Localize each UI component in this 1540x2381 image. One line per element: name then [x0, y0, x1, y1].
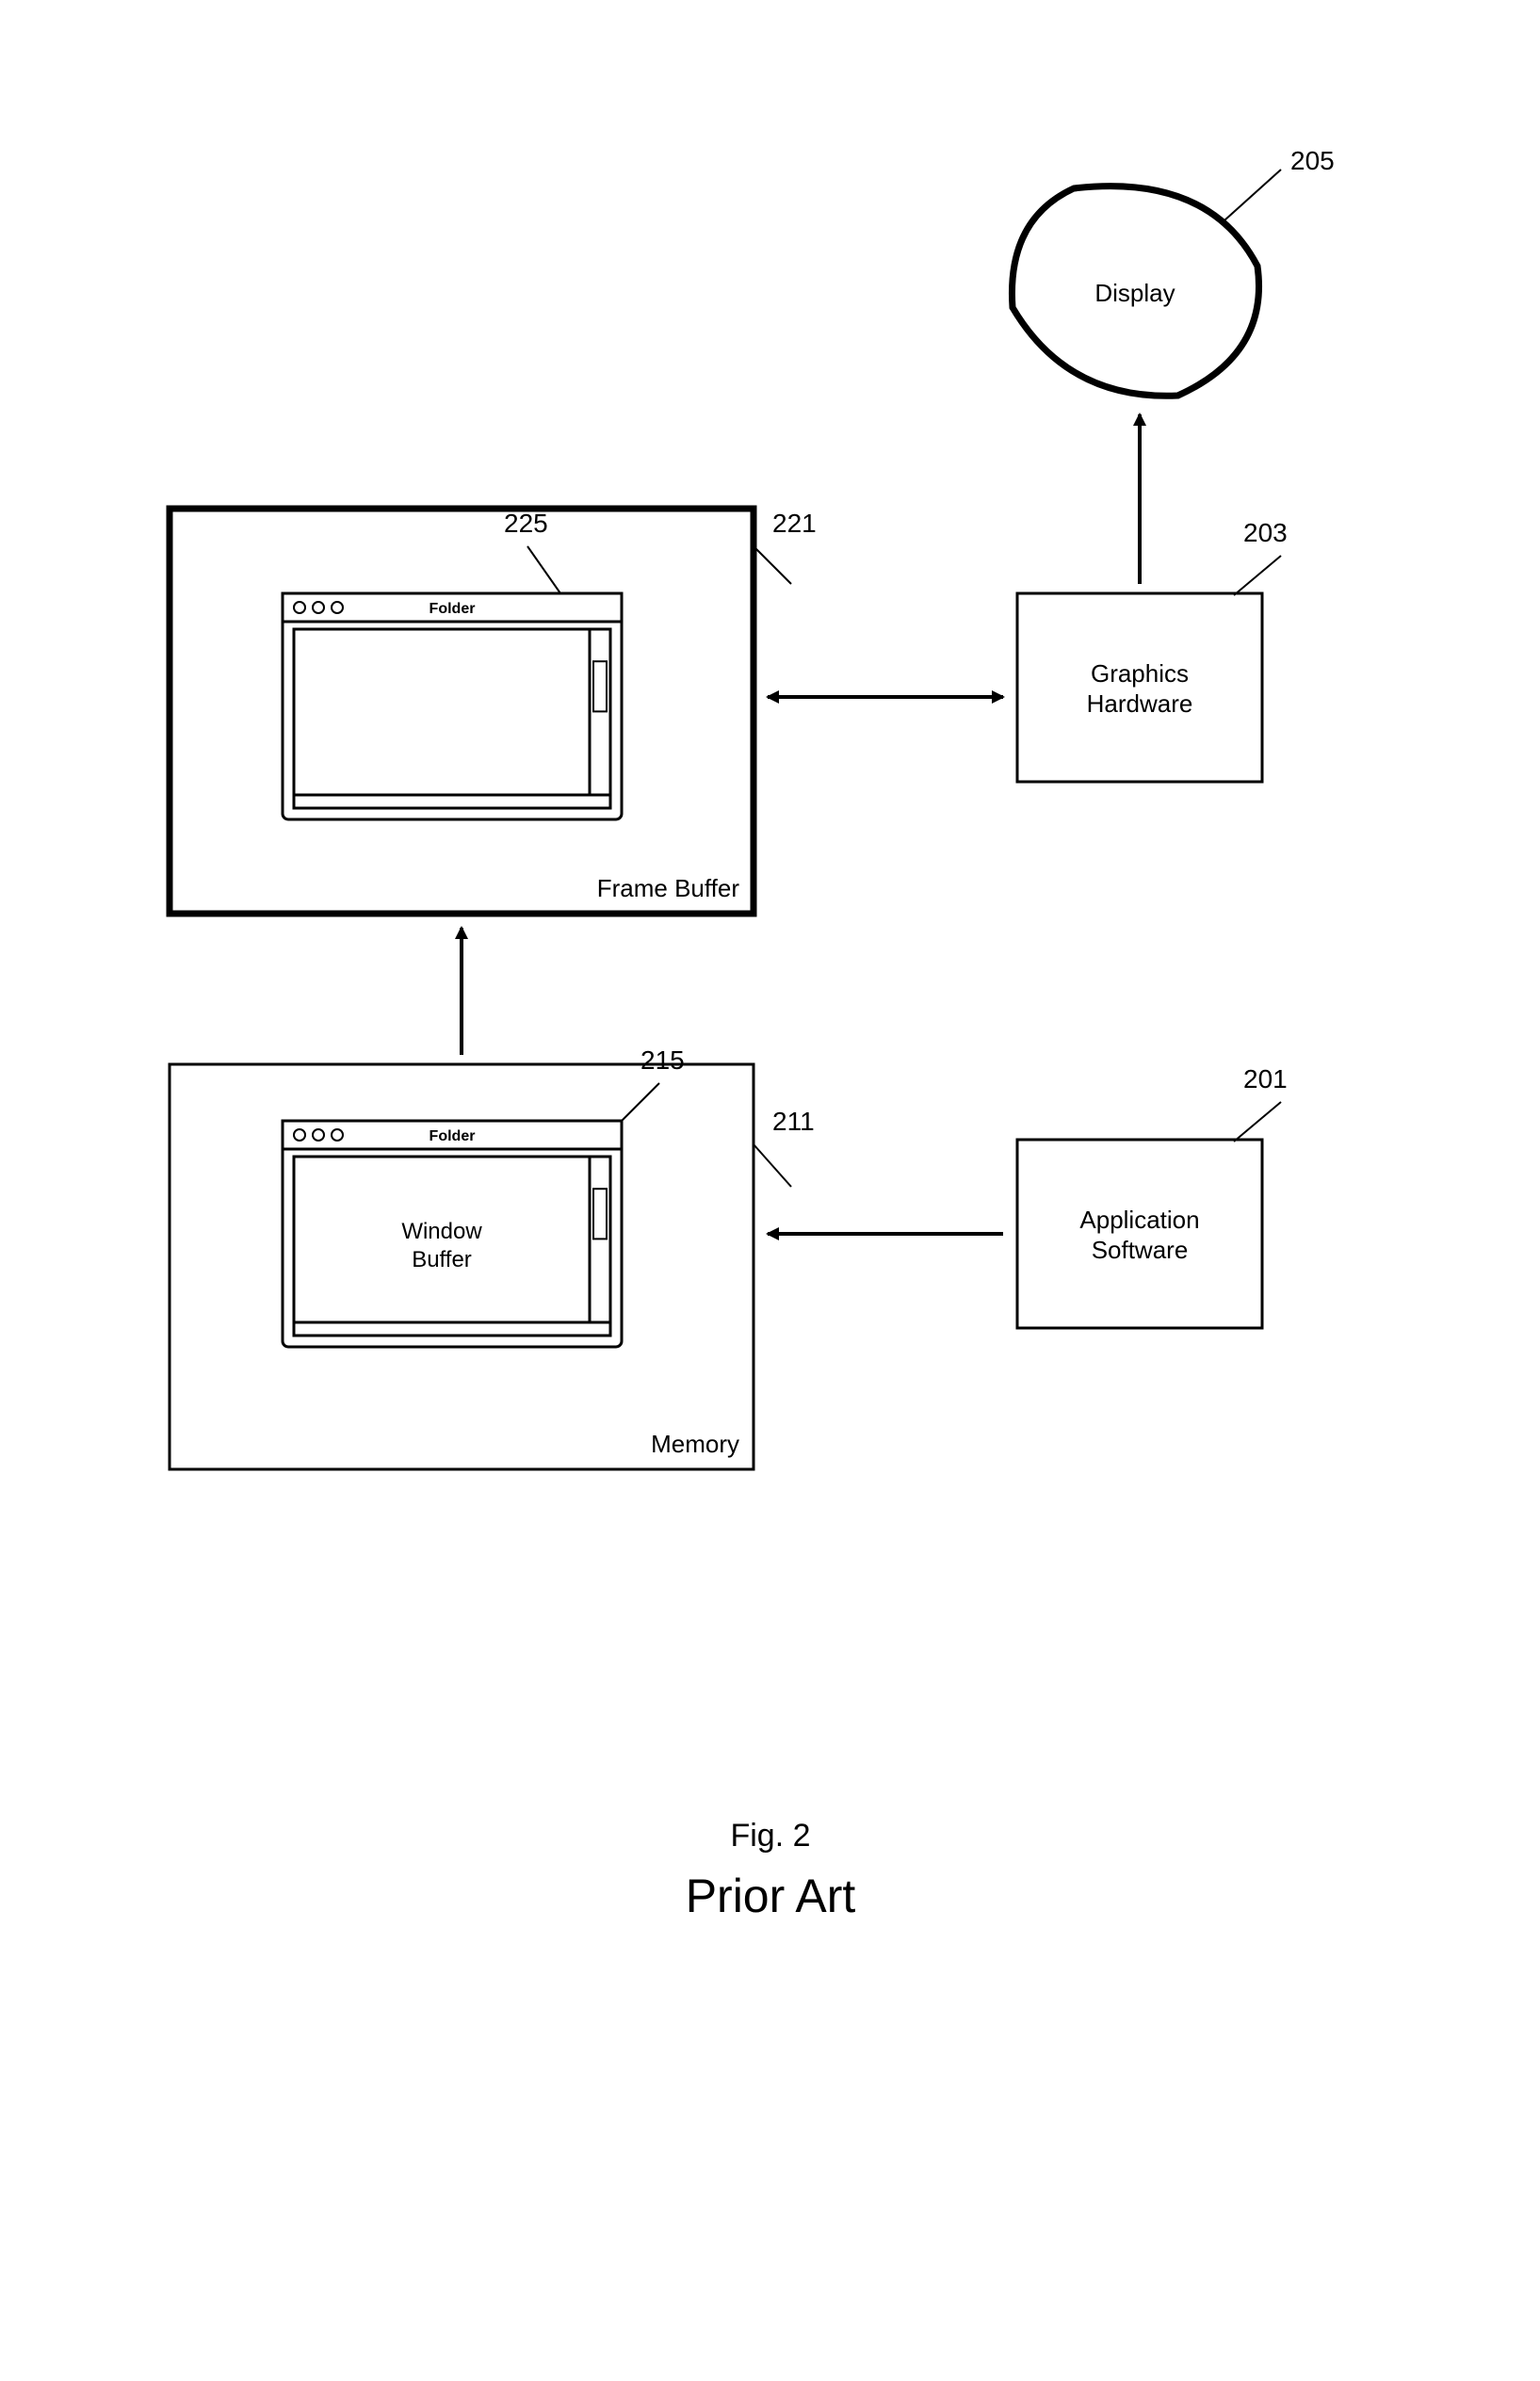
- window-title: Folder: [430, 601, 476, 617]
- prior-art-caption: Prior Art: [686, 1870, 856, 1922]
- ref-number: 225: [504, 509, 548, 538]
- figure-caption: Fig. 2: [730, 1818, 810, 1854]
- display-label: Display: [1094, 279, 1175, 307]
- window-buffer-label: Window: [401, 1219, 482, 1244]
- ref-number: 215: [640, 1045, 685, 1075]
- window: Folder: [283, 593, 622, 819]
- ref-number: 211: [772, 1107, 815, 1136]
- memory-label: Memory: [651, 1430, 739, 1458]
- svg-text:Hardware: Hardware: [1087, 689, 1193, 718]
- application-software-box: [1017, 1140, 1262, 1328]
- svg-text:Buffer: Buffer: [412, 1247, 472, 1272]
- ref-number: 205: [1290, 146, 1335, 175]
- graphics-hardware-box: [1017, 593, 1262, 782]
- ref-number: 201: [1243, 1064, 1288, 1093]
- ref-number: 203: [1243, 518, 1288, 547]
- graphics-label: Graphics: [1091, 659, 1189, 688]
- frame-buffer-label: Frame Buffer: [597, 874, 740, 902]
- svg-text:Software: Software: [1092, 1236, 1189, 1264]
- ref-number: 221: [772, 509, 817, 538]
- application-label: Application: [1079, 1206, 1199, 1234]
- window: Folder Window Buffer: [283, 1121, 622, 1347]
- window-title: Folder: [430, 1128, 476, 1144]
